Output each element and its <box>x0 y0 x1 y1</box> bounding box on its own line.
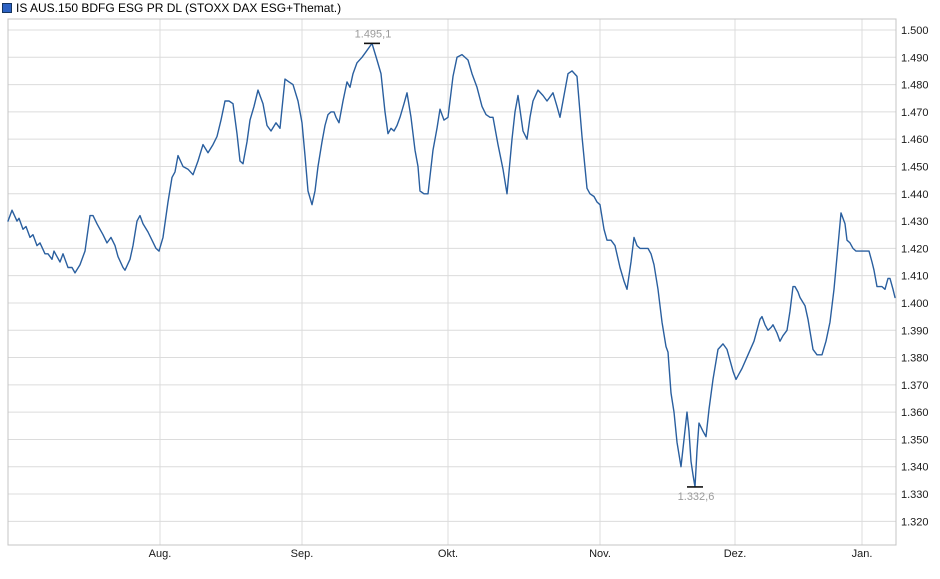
x-axis-label: Jan. <box>852 548 873 560</box>
y-axis-label: 1.400 <box>901 298 929 310</box>
chart-title: IS AUS.150 BDFG ESG PR DL (STOXX DAX ESG… <box>16 0 342 15</box>
y-axis-label: 1.500 <box>901 25 929 37</box>
y-axis-label: 1.480 <box>901 80 929 92</box>
plot-frame <box>7 18 897 546</box>
y-axis-label: 1.440 <box>901 189 929 201</box>
x-axis-label: Nov. <box>589 548 611 560</box>
y-axis-label: 1.370 <box>901 380 929 392</box>
chart-title-bar: IS AUS.150 BDFG ESG PR DL (STOXX DAX ESG… <box>2 1 341 15</box>
y-axis-label: 1.360 <box>901 407 929 419</box>
x-axis-label: Aug. <box>149 548 172 560</box>
x-axis-label: Dez. <box>724 548 747 560</box>
y-axis-label: 1.350 <box>901 434 929 446</box>
y-axis-label: 1.380 <box>901 353 929 365</box>
y-axis-label: 1.450 <box>901 161 929 173</box>
y-axis-label: 1.490 <box>901 52 929 64</box>
y-axis-label: 1.470 <box>901 107 929 119</box>
y-axis-label: 1.390 <box>901 325 929 337</box>
series-marker-icon <box>2 3 12 13</box>
y-axis-label: 1.430 <box>901 216 929 228</box>
x-axis-label: Okt. <box>438 548 458 560</box>
y-axis-label: 1.460 <box>901 134 929 146</box>
y-axis-label: 1.420 <box>901 243 929 255</box>
series-line <box>7 42 896 488</box>
x-axis-label: Sep. <box>291 548 314 560</box>
low-annotation: 1.332,6 <box>678 491 715 503</box>
high-annotation: 1.495,1 <box>355 28 392 40</box>
y-axis-label: 1.410 <box>901 271 929 283</box>
y-axis-label: 1.330 <box>901 489 929 501</box>
y-axis-label: 1.320 <box>901 516 929 528</box>
y-axis-label: 1.340 <box>901 462 929 474</box>
